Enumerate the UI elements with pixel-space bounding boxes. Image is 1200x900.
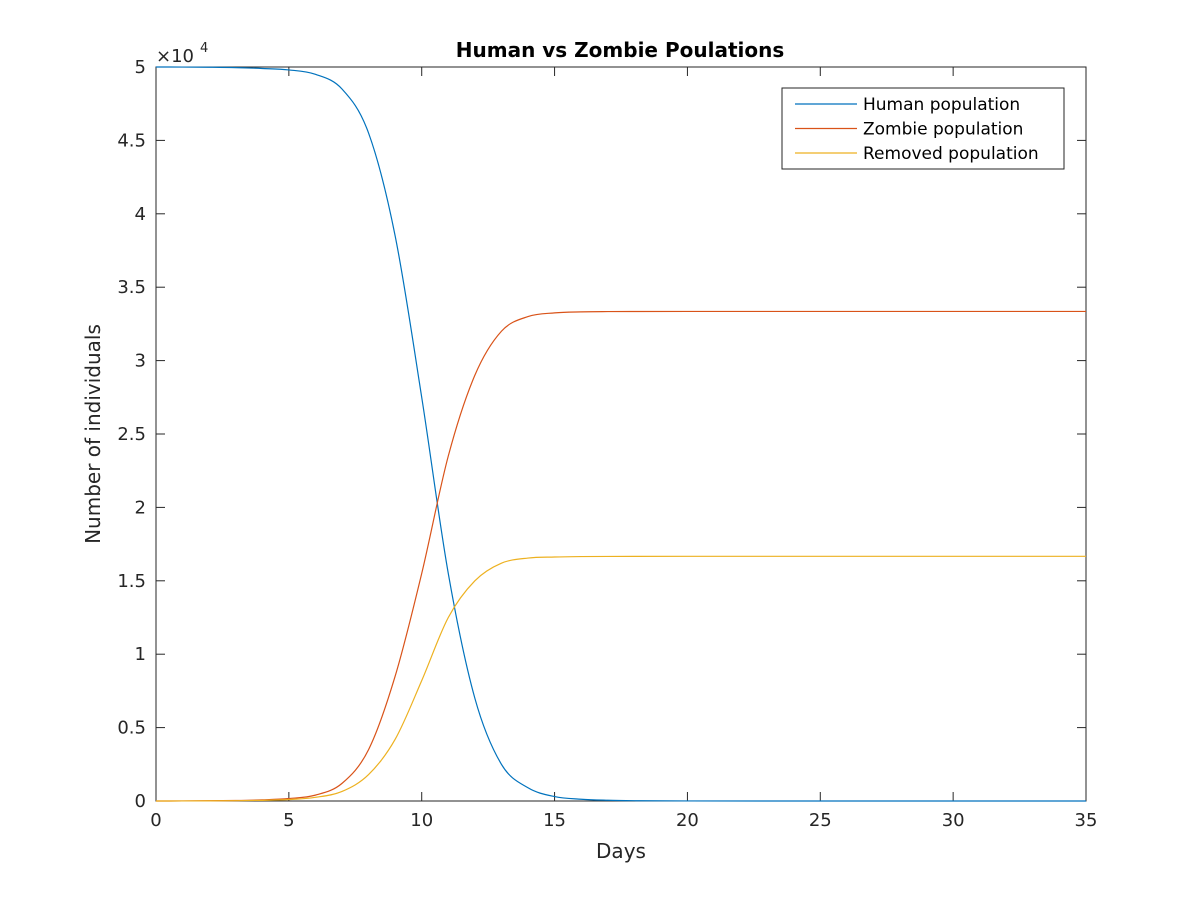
- y-tick-label: 2: [135, 497, 146, 518]
- y-axis-ticks: 0 0.5 1 1.5 2 2.5 3 3.5 4 4.5 5: [117, 57, 1086, 812]
- series-line-1: [155, 66, 1086, 802]
- y-tick-label: 0.5: [117, 718, 146, 739]
- series-line-3: [155, 555, 1086, 802]
- x-tick-label: 20: [676, 810, 699, 831]
- x-tick-label: 5: [283, 810, 294, 831]
- y-tick-label: 1.5: [117, 571, 146, 592]
- y-tick-label: 5: [135, 57, 146, 78]
- x-tick-label: 35: [1075, 810, 1098, 831]
- x-axis-ticks: 0 5 10 15 20 25 30 35: [150, 67, 1097, 831]
- y-tick-label: 3: [135, 351, 146, 372]
- series-lines: [155, 66, 1086, 802]
- x-tick-label: 15: [543, 810, 566, 831]
- y-tick-label: 1: [135, 644, 146, 665]
- x-tick-label: 10: [410, 810, 433, 831]
- x-tick-label: 30: [942, 810, 965, 831]
- legend-label: Human population: [863, 95, 1020, 115]
- y-tick-label: 4.5: [117, 130, 146, 151]
- y-exponent-label: ×10 4: [156, 41, 208, 67]
- legend-label: Zombie population: [863, 120, 1023, 140]
- x-tick-label: 0: [150, 810, 161, 831]
- y-axis-label: Number of individuals: [81, 324, 105, 544]
- y-tick-label: 4: [135, 204, 146, 225]
- legend: Human population Zombie population Removed…: [781, 87, 1065, 170]
- y-tick-label: 3.5: [117, 277, 146, 298]
- chart-title: Human vs Zombie Poulations: [456, 38, 785, 62]
- x-tick-label: 25: [809, 810, 832, 831]
- y-exponent-power: 4: [200, 41, 208, 56]
- legend-label: Removed population: [863, 144, 1039, 164]
- y-tick-label: 2.5: [117, 424, 146, 445]
- y-exponent-base: ×10: [156, 46, 194, 67]
- y-tick-label: 0: [135, 791, 146, 812]
- x-axis-label: Days: [596, 839, 646, 863]
